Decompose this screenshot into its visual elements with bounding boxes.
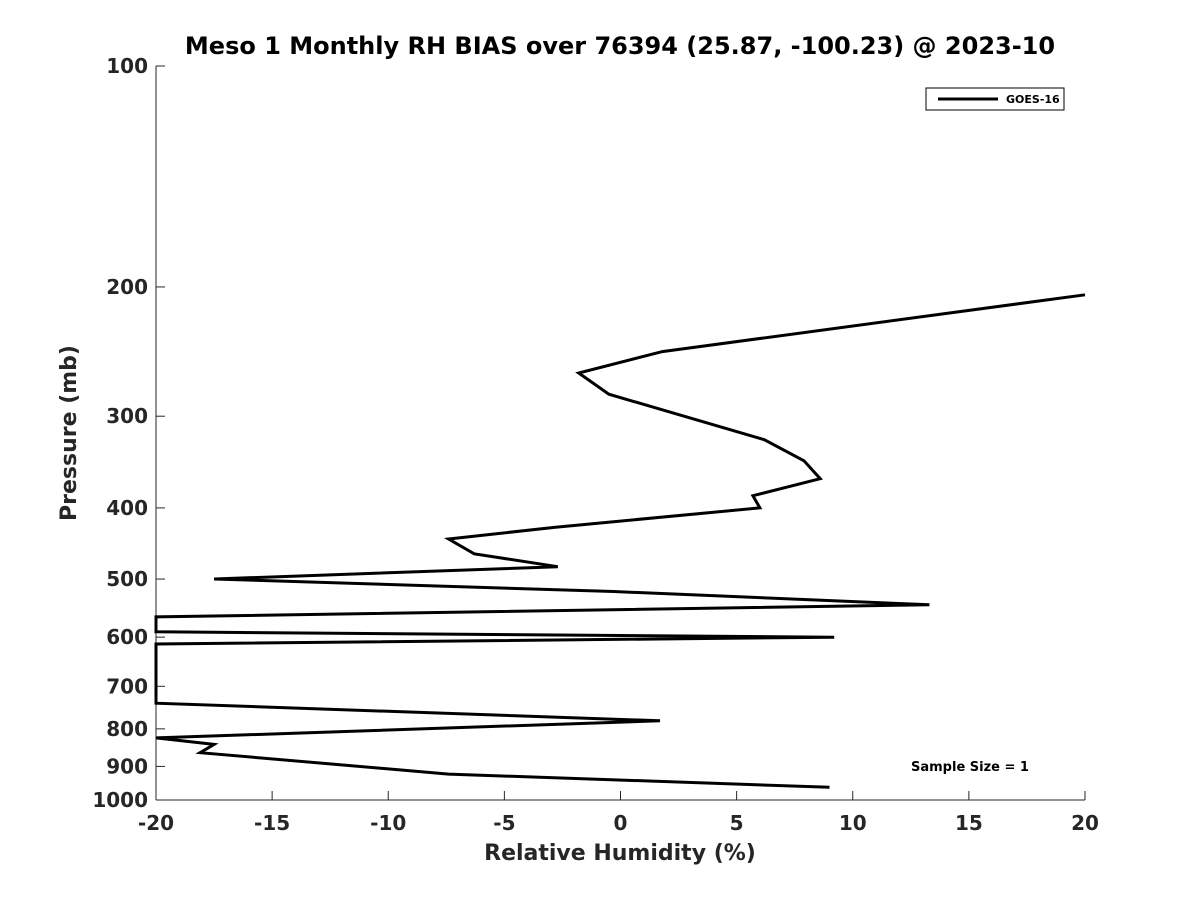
y-tick-label: 500 <box>106 567 148 591</box>
y-tick-label: 900 <box>106 754 148 778</box>
chart-title: Meso 1 Monthly RH BIAS over 76394 (25.87… <box>185 32 1055 60</box>
y-tick-label: 100 <box>106 54 148 78</box>
x-tick-label: -20 <box>138 811 174 835</box>
sample-size-annotation: Sample Size = 1 <box>911 760 1029 775</box>
x-tick-label: -5 <box>493 811 515 835</box>
x-tick-label: 20 <box>1071 811 1099 835</box>
y-tick-label: 400 <box>106 496 148 520</box>
x-tick-label: 15 <box>955 811 983 835</box>
x-axis-label: Relative Humidity (%) <box>484 841 756 866</box>
x-tick-label: 0 <box>614 811 628 835</box>
y-tick-label: 300 <box>106 404 148 428</box>
axes: -20 -15 -10 -5 0 5 10 15 20 100 200 300 400 500 600 700… <box>92 54 1099 835</box>
x-tick-label: 5 <box>730 811 744 835</box>
y-tick-label: 200 <box>106 275 148 299</box>
y-axis-label: Pressure (mb) <box>57 345 82 521</box>
x-tick-label: -15 <box>254 811 290 835</box>
x-tick-label: -10 <box>370 811 406 835</box>
legend-label-goes-16: GOES-16 <box>1006 93 1060 106</box>
y-tick-label: 800 <box>106 717 148 741</box>
series-layer <box>154 293 1086 789</box>
y-tick-label: 1000 <box>92 788 148 812</box>
legend: GOES-16 <box>925 87 1065 111</box>
y-tick-label: 600 <box>106 625 148 649</box>
x-tick-label: 10 <box>839 811 867 835</box>
y-tick-label: 700 <box>106 674 148 698</box>
series-line-goes-16 <box>154 293 1086 789</box>
